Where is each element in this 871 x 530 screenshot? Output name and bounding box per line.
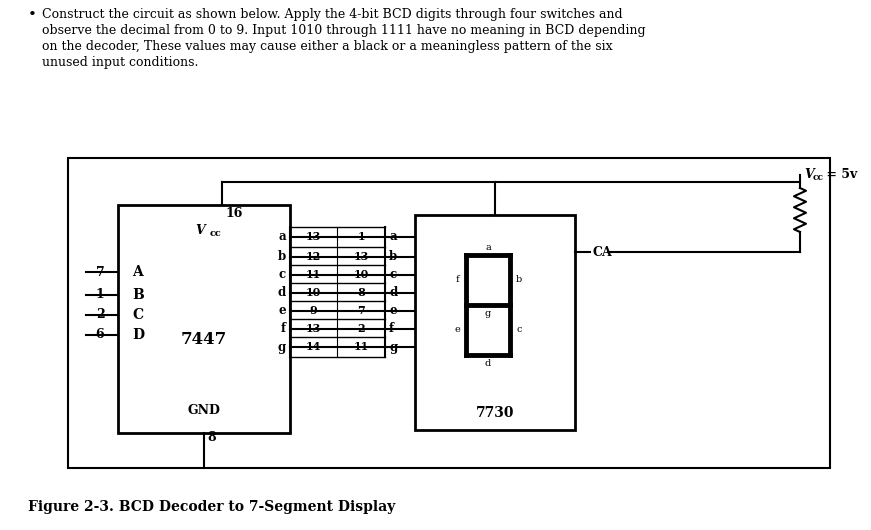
Text: f: f xyxy=(280,322,286,335)
Text: V: V xyxy=(804,167,814,181)
Text: f: f xyxy=(456,276,459,285)
Text: d: d xyxy=(389,287,397,299)
Text: 13: 13 xyxy=(354,251,368,261)
Text: c: c xyxy=(279,269,286,281)
Text: 2: 2 xyxy=(96,308,105,322)
Text: 12: 12 xyxy=(306,251,321,261)
Text: 11: 11 xyxy=(354,340,368,351)
Text: 16: 16 xyxy=(225,207,242,220)
Text: a: a xyxy=(485,243,491,252)
Text: 13: 13 xyxy=(306,322,321,333)
Text: 2: 2 xyxy=(357,322,365,333)
Text: a: a xyxy=(279,231,286,243)
Text: cc: cc xyxy=(210,229,222,239)
Text: c: c xyxy=(517,325,522,334)
Text: CA: CA xyxy=(592,245,611,259)
Text: Construct the circuit as shown below. Apply the 4-bit BCD digits through four sw: Construct the circuit as shown below. Ap… xyxy=(42,8,623,21)
Text: g: g xyxy=(485,310,491,319)
Text: b: b xyxy=(278,251,286,263)
Bar xyxy=(118,205,290,433)
Text: 1: 1 xyxy=(357,231,365,242)
Text: •: • xyxy=(28,8,37,22)
Text: observe the decimal from 0 to 9. Input 1010 through 1111 have no meaning in BCD : observe the decimal from 0 to 9. Input 1… xyxy=(42,24,645,37)
Text: B: B xyxy=(132,288,144,302)
Text: GND: GND xyxy=(187,404,220,418)
Text: 10: 10 xyxy=(354,269,368,279)
Text: e: e xyxy=(389,305,396,317)
Text: b: b xyxy=(389,251,397,263)
Text: 10: 10 xyxy=(306,287,321,297)
Text: 7447: 7447 xyxy=(181,331,227,349)
Text: unused input conditions.: unused input conditions. xyxy=(42,56,199,69)
Text: e: e xyxy=(454,325,460,334)
Text: d: d xyxy=(278,287,286,299)
Text: 1: 1 xyxy=(96,288,105,302)
Text: 13: 13 xyxy=(306,231,321,242)
Text: C: C xyxy=(132,308,143,322)
Bar xyxy=(415,215,575,430)
Text: 8: 8 xyxy=(207,431,216,444)
Text: 6: 6 xyxy=(96,329,105,341)
Text: f: f xyxy=(389,322,394,335)
Text: on the decoder, These values may cause either a black or a meaningless pattern o: on the decoder, These values may cause e… xyxy=(42,40,612,53)
Text: 8: 8 xyxy=(357,287,365,297)
Text: 9: 9 xyxy=(309,305,317,315)
Text: 7730: 7730 xyxy=(476,406,514,420)
Text: g: g xyxy=(278,340,286,354)
Text: e: e xyxy=(279,305,286,317)
Text: b: b xyxy=(516,276,522,285)
Bar xyxy=(68,158,830,468)
Text: 7: 7 xyxy=(96,266,105,278)
Text: cc: cc xyxy=(813,173,824,182)
Text: c: c xyxy=(389,269,396,281)
Text: A: A xyxy=(132,265,143,279)
Text: V: V xyxy=(195,224,205,236)
Text: = 5v: = 5v xyxy=(822,167,857,181)
Text: 7: 7 xyxy=(357,305,365,315)
Text: D: D xyxy=(132,328,144,342)
Text: a: a xyxy=(389,231,396,243)
Text: g: g xyxy=(389,340,397,354)
Text: 14: 14 xyxy=(306,340,321,351)
Text: d: d xyxy=(485,358,491,367)
Text: Figure 2-3. BCD Decoder to 7-Segment Display: Figure 2-3. BCD Decoder to 7-Segment Dis… xyxy=(28,500,395,514)
Text: 11: 11 xyxy=(306,269,321,279)
